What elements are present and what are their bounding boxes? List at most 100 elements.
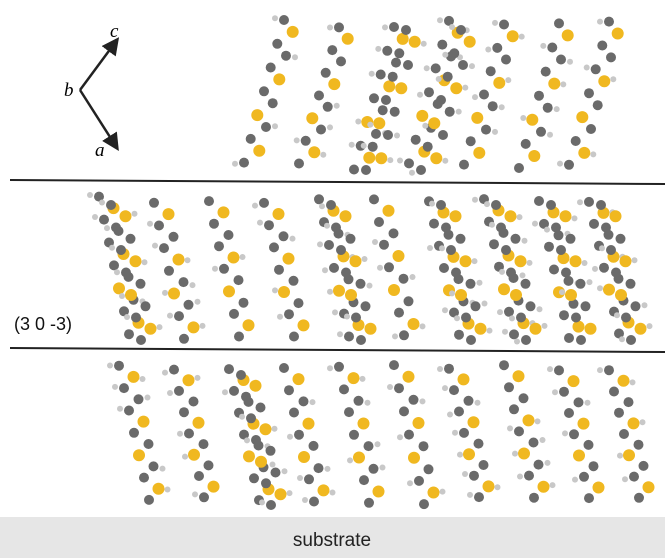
atom — [590, 151, 596, 157]
atom — [144, 495, 154, 505]
atom — [408, 318, 420, 330]
atom — [153, 483, 165, 495]
atom — [204, 460, 214, 470]
atom — [547, 43, 557, 53]
atom — [437, 40, 447, 50]
atom — [492, 20, 498, 26]
atom — [517, 214, 523, 220]
atom — [404, 430, 414, 440]
atom — [427, 245, 433, 251]
atom — [460, 255, 472, 267]
atom — [578, 418, 590, 430]
atom — [328, 78, 340, 90]
atom — [270, 462, 276, 468]
atom — [564, 408, 574, 418]
atom — [368, 142, 378, 152]
atom — [437, 17, 443, 23]
atom — [541, 67, 551, 77]
atom — [341, 268, 351, 278]
atom — [272, 39, 282, 49]
atom — [509, 315, 515, 321]
atom — [298, 451, 310, 463]
atom — [464, 396, 474, 406]
atom — [456, 234, 466, 244]
atom — [162, 290, 168, 296]
atom — [574, 397, 584, 407]
atom — [601, 223, 611, 233]
atom — [344, 332, 354, 342]
atom — [332, 309, 338, 315]
atom — [483, 480, 495, 492]
atom — [516, 313, 526, 323]
atom — [234, 275, 244, 285]
atom — [510, 289, 522, 301]
atom — [573, 321, 585, 333]
atom — [299, 396, 309, 406]
atom — [619, 336, 625, 342]
atom — [346, 234, 356, 244]
atom — [359, 475, 369, 485]
atom — [462, 85, 468, 91]
atom — [582, 260, 588, 266]
atom — [376, 70, 386, 80]
atom — [117, 406, 123, 412]
atom — [149, 198, 159, 208]
atom — [639, 461, 649, 471]
atom — [623, 449, 635, 461]
atom — [269, 242, 279, 252]
atom — [489, 222, 495, 228]
atom — [534, 91, 544, 101]
atom — [389, 360, 399, 370]
atom — [261, 122, 271, 132]
atom — [326, 200, 336, 210]
atom — [111, 223, 121, 233]
substrate-label: substrate — [293, 530, 371, 551]
atom — [318, 484, 330, 496]
atom — [301, 136, 311, 146]
atom — [369, 93, 379, 103]
atom — [409, 170, 415, 176]
atom — [458, 373, 470, 385]
atom — [568, 375, 580, 387]
atom — [523, 414, 535, 426]
atom — [520, 115, 526, 121]
atom — [424, 464, 434, 474]
atom — [364, 441, 374, 451]
atom — [598, 75, 610, 87]
atom — [544, 227, 550, 233]
atom — [454, 330, 464, 340]
atom — [144, 439, 154, 449]
atom — [356, 335, 366, 345]
atom — [420, 323, 426, 329]
atom — [140, 376, 146, 382]
atom — [419, 441, 429, 451]
atom — [259, 499, 265, 505]
atom — [99, 215, 109, 225]
atom — [377, 265, 383, 271]
atom — [294, 430, 304, 440]
atom — [256, 403, 266, 413]
atom — [617, 453, 623, 459]
atom — [455, 289, 467, 301]
atom — [461, 313, 471, 323]
atom — [492, 129, 498, 135]
atom — [369, 194, 379, 204]
atom — [294, 159, 304, 169]
atom — [584, 197, 594, 207]
atom — [497, 309, 503, 315]
atom — [462, 471, 468, 477]
atom — [372, 239, 378, 245]
atom — [173, 254, 185, 266]
atom — [471, 112, 483, 124]
atom — [367, 122, 373, 128]
atom — [597, 285, 603, 291]
atom — [442, 307, 448, 313]
atom — [593, 100, 603, 110]
atom — [131, 313, 141, 323]
atom — [429, 219, 439, 229]
atom — [521, 279, 531, 289]
atom — [591, 64, 601, 74]
atom — [134, 394, 144, 404]
atom — [364, 498, 374, 508]
atom — [223, 285, 235, 297]
